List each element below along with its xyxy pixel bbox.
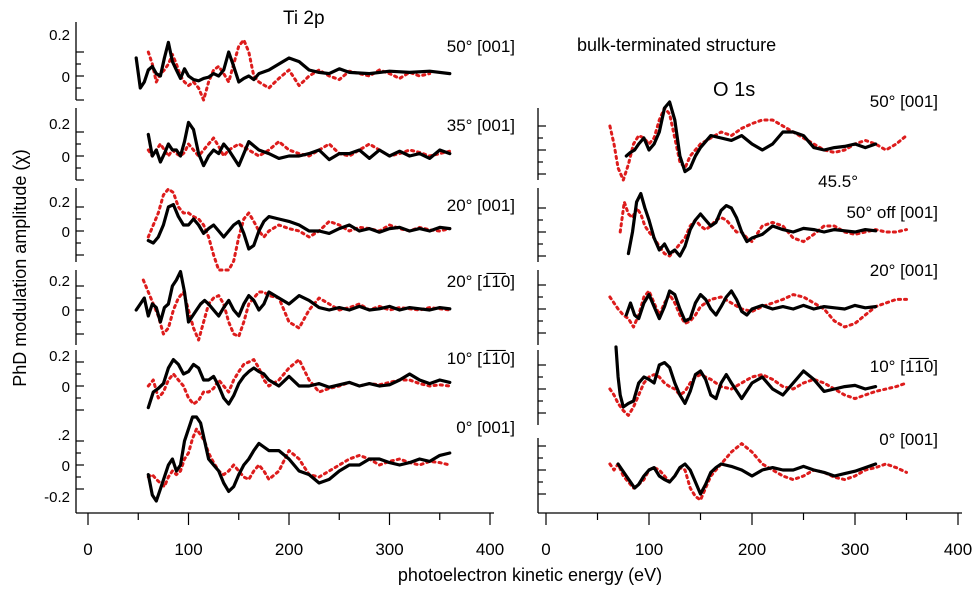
experiment-line [146, 120, 452, 168]
experiment-line [134, 270, 452, 324]
theory-line [141, 278, 452, 342]
y-tick-label: 0.2 [49, 348, 70, 365]
y-tick-label: 0 [62, 458, 70, 475]
panel-label: 50° [001] [870, 92, 938, 111]
panel-label-angle: 45.5° [818, 172, 858, 191]
x-tick-label: 0 [83, 540, 92, 559]
panel-label: 10° [1̅1̅0] [870, 357, 938, 376]
theory-line [608, 106, 908, 182]
experiment-line [146, 203, 452, 251]
x-tick-label: 200 [275, 540, 303, 559]
x-tick-label: 200 [738, 540, 766, 559]
panel-label: 0° [001] [879, 430, 938, 449]
ti2p-title: Ti 2p [283, 8, 325, 29]
y-axis-label: PhD modulation amplitude (χ) [10, 149, 30, 387]
y-tick-label: 0 [62, 303, 70, 320]
panel-label: 10° [1̅1̅0] [447, 349, 515, 368]
panel-label: 20° [001] [447, 196, 515, 215]
y-tick-label: 0 [62, 224, 70, 241]
x-tick-label: 100 [635, 540, 663, 559]
experiment-line [624, 289, 878, 323]
theory-line [146, 427, 452, 489]
o1s-title: O 1s [713, 79, 755, 101]
experiment-line [624, 100, 878, 174]
panel-label: 0° [001] [456, 418, 515, 437]
x-axis-label: photoelectron kinetic energy (eV) [398, 565, 662, 585]
y-tick-label: .2 [57, 427, 70, 444]
x-tick-label: 400 [476, 540, 504, 559]
y-tick-label: 0 [62, 69, 70, 86]
right-title: bulk-terminated structure [577, 35, 776, 55]
panel-label: 50° [001] [447, 37, 515, 56]
x-tick-label: 300 [375, 540, 403, 559]
theory-line [608, 373, 908, 417]
experiment-line [146, 415, 452, 503]
experiment-line [146, 358, 452, 410]
panel-label: 20° [001] [870, 261, 938, 280]
o1s-chart: 50° [001] 50° off [001] 45.5° 20° [001] 10° … [537, 92, 972, 559]
x-tick-label: 400 [944, 540, 972, 559]
experiment-line [134, 40, 452, 90]
y-tick-label: 0.2 [49, 116, 70, 133]
x-tick-label: 300 [841, 540, 869, 559]
panel-label: 20° [1̅1̅0] [447, 272, 515, 291]
y-tick-label: -0.2 [44, 489, 70, 506]
panel-label: 50° off [001] [846, 203, 938, 222]
y-tick-label: 0.2 [49, 273, 70, 290]
x-tick-label: 0 [541, 540, 550, 559]
x-tick-label: 100 [174, 540, 202, 559]
experiment-line [626, 192, 878, 258]
panel-label: 35° [001] [447, 116, 515, 135]
y-tick-label: 0 [62, 149, 70, 166]
y-tick-label: 0.2 [49, 194, 70, 211]
y-tick-label: 0.2 [49, 27, 70, 44]
experiment-line [614, 345, 878, 409]
experiment-line [616, 462, 878, 496]
y-tick-label: 0 [62, 379, 70, 396]
theory-line [618, 200, 908, 258]
